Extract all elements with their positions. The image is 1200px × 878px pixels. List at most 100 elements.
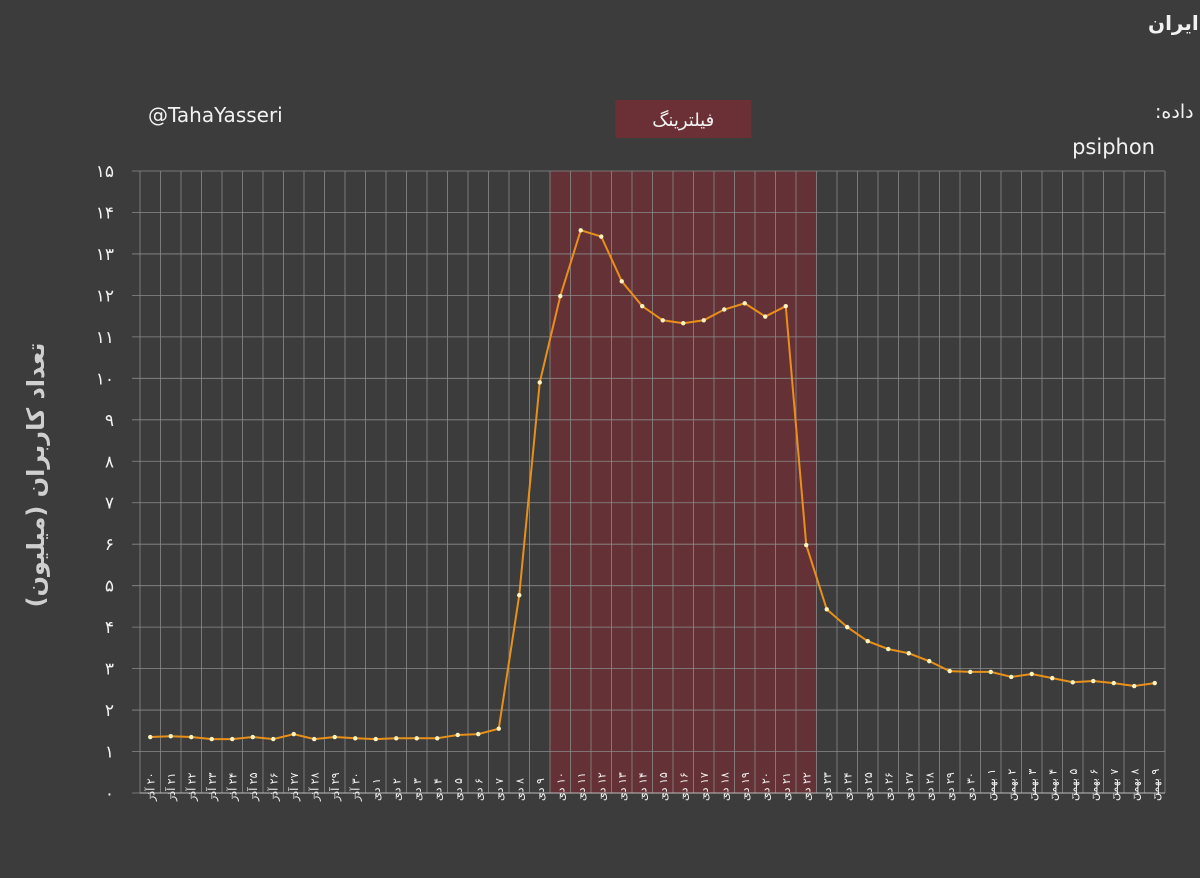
data-point <box>373 736 378 742</box>
data-point <box>394 736 399 741</box>
data-point <box>189 734 194 740</box>
x-tick-label: ۱۵ دی <box>657 772 670 801</box>
x-tick-label: ۸ بهمن <box>1128 769 1141 801</box>
x-tick-label: ۸ دی <box>513 778 526 801</box>
data-point <box>435 736 440 741</box>
data-point <box>1091 678 1096 684</box>
x-tick-label: ۲۱ دی <box>780 772 793 801</box>
x-tick-label: ۳۰ آذر <box>348 772 362 802</box>
x-tick-label: ۲۹ دی <box>944 772 957 801</box>
x-tick-label: ۲۰ آذر <box>143 772 157 802</box>
y-tick-label: ۹ <box>105 411 114 431</box>
x-tick-label: ۱۸ دی <box>718 772 731 801</box>
data-point <box>988 669 993 675</box>
data-point <box>968 669 973 675</box>
data-point <box>804 542 809 548</box>
x-tick-label: ۲۴ آذر <box>225 772 239 802</box>
highlight-label-box <box>615 100 752 138</box>
y-axis-title: تعداد کاربران (میلیون) <box>22 343 50 608</box>
source-label: منبع داده: <box>1155 101 1200 123</box>
highlight-label: فیلترینگ <box>652 109 714 131</box>
data-point <box>640 303 645 309</box>
y-tick-label: ۱ <box>105 743 114 763</box>
data-point <box>1132 683 1137 689</box>
data-point <box>783 303 788 309</box>
x-tick-label: ۲۳ دی <box>821 772 834 801</box>
x-tick-label: ۵ دی <box>452 778 465 801</box>
data-point <box>271 736 276 742</box>
y-tick-label: ۱۱ <box>96 328 114 348</box>
x-tick-label: ۱ بهمن <box>985 769 998 801</box>
y-tick-label: ۷ <box>105 494 114 514</box>
data-point <box>332 734 337 740</box>
y-tick-label: ۵ <box>105 577 114 597</box>
data-point <box>845 624 850 630</box>
x-tick-label: ۲۹ آذر <box>328 772 342 802</box>
x-tick-label: ۱۶ دی <box>677 772 690 801</box>
chart-title: تعداد کاربران روزانه فیلترشکن سایفون آذر… <box>1148 10 1200 35</box>
x-tick-label: ۲۶ آذر <box>266 772 280 802</box>
y-tick-label: ۰ <box>105 784 114 804</box>
x-tick-label: ۲ دی <box>390 778 403 801</box>
data-point <box>455 732 460 738</box>
series-line <box>150 229 1155 741</box>
x-tick-label: ۱۴ دی <box>636 772 649 801</box>
y-tick-label: ۱۲ <box>96 286 114 306</box>
y-tick-label: ۱۵ <box>96 162 114 182</box>
data-point <box>906 651 911 656</box>
y-tick-label: ۱۰ <box>96 369 114 389</box>
data-point <box>1050 675 1055 681</box>
x-tick-label: ۲ بهمن <box>1005 769 1018 801</box>
data-point <box>947 668 952 674</box>
data-point <box>476 731 481 737</box>
data-point <box>209 736 214 742</box>
data-point <box>148 734 153 740</box>
y-tick-label: ۱۴ <box>96 203 114 223</box>
y-tick-label: ۳ <box>105 660 114 680</box>
x-tick-label: ۲۸ دی <box>923 772 936 801</box>
data-point <box>763 314 768 319</box>
x-tick-label: ۷ بهمن <box>1108 769 1121 801</box>
data-point <box>578 228 583 233</box>
x-tick-label: ۷ دی <box>493 778 506 801</box>
highlight-band <box>550 171 817 793</box>
data-point <box>291 731 296 737</box>
x-tick-label: ۶ بهمن <box>1087 769 1100 801</box>
x-tick-label: ۵ بهمن <box>1067 769 1080 801</box>
data-point <box>1111 680 1116 686</box>
x-tick-label: ۲۷ آذر <box>287 772 301 802</box>
x-tick-label: ۳ دی <box>411 778 424 801</box>
x-tick-label: ۲۲ دی <box>800 772 813 801</box>
x-tick-label: ۲۵ دی <box>862 772 875 801</box>
data-point <box>1152 680 1157 686</box>
data-point <box>496 726 501 731</box>
data-point <box>1009 674 1014 680</box>
data-point <box>722 307 727 312</box>
x-tick-label: ۹ دی <box>534 778 547 801</box>
x-tick-label: ۱۳ دی <box>616 772 629 801</box>
x-tick-label: ۶ دی <box>472 778 485 801</box>
x-tick-label: ۳۰ دی <box>964 772 977 801</box>
data-point <box>1029 671 1034 677</box>
x-tick-label: ۱۱ دی <box>575 772 588 801</box>
data-point <box>517 593 522 598</box>
data-point <box>312 736 317 742</box>
x-tick-label: ۲۸ آذر <box>307 772 321 802</box>
data-point <box>742 301 747 306</box>
x-tick-label: ۱۰ دی <box>554 772 567 801</box>
data-point <box>537 380 542 385</box>
x-tick-label: ۱۲ دی <box>595 772 608 801</box>
data-point <box>865 639 870 644</box>
data-point <box>230 736 235 742</box>
source: psiphon <box>1072 135 1155 159</box>
x-tick-label: ۲۲ آذر <box>184 772 198 802</box>
data-point <box>927 658 932 664</box>
data-point <box>1070 680 1075 685</box>
data-point <box>681 320 686 326</box>
x-tick-label: ۱۷ دی <box>698 772 711 801</box>
data-point <box>250 734 255 740</box>
x-tick-label: ۲۰ دی <box>759 772 772 801</box>
x-tick-label: ۲۳ آذر <box>205 772 219 802</box>
data-point <box>886 646 891 652</box>
